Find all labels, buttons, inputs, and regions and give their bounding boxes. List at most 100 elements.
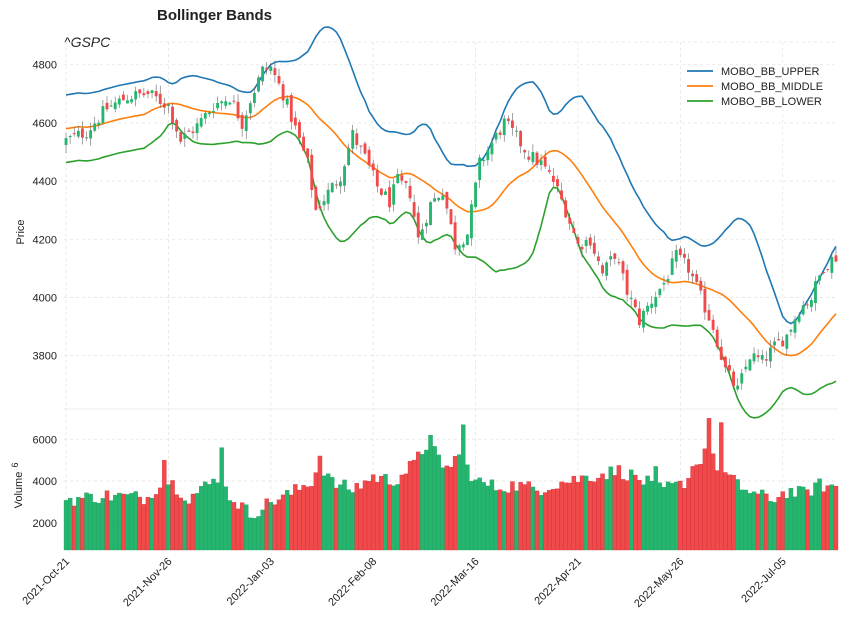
- volume-bar: [538, 494, 544, 551]
- volume-bar: [583, 475, 589, 551]
- volume-bar: [481, 482, 486, 551]
- candle-body: [126, 100, 129, 104]
- volume-bar: [248, 517, 253, 551]
- candle-body: [424, 222, 428, 227]
- candle-body: [359, 145, 363, 147]
- candle-body: [728, 365, 731, 371]
- candle-body: [797, 315, 801, 322]
- candle-body: [830, 257, 834, 273]
- candle-body: [756, 355, 760, 358]
- candle-body: [646, 305, 650, 312]
- candle-body: [764, 359, 768, 361]
- candle-body: [625, 269, 629, 295]
- candle-body: [310, 154, 314, 190]
- legend: MOBO_BB_UPPER MOBO_BB_MIDDLE MOBO_BB_LOWER: [687, 66, 823, 108]
- volume-bar: [723, 472, 728, 551]
- volume-bar: [518, 482, 523, 551]
- candle-body: [461, 244, 465, 248]
- candle-body: [719, 346, 723, 360]
- candle-body: [486, 150, 490, 161]
- volume-bar: [600, 473, 605, 551]
- volume-tick-label: 4000: [33, 476, 57, 488]
- volume-bar: [747, 493, 753, 551]
- volume-bar: [559, 481, 564, 551]
- volume-bar: [346, 489, 351, 551]
- candle-body: [818, 275, 822, 281]
- candle-body: [494, 132, 498, 140]
- volume-bar: [825, 485, 830, 551]
- legend-entry: MOBO_BB_UPPER: [721, 66, 819, 78]
- candle-body: [621, 261, 625, 274]
- candle-body: [265, 67, 269, 70]
- volume-bar: [563, 482, 568, 551]
- candle-body: [183, 133, 187, 139]
- candle-body: [416, 212, 420, 238]
- volume-bar: [620, 479, 626, 551]
- x-tick-label: 2021-Nov-26: [121, 556, 174, 609]
- volume-bar: [334, 487, 339, 551]
- candle-body: [592, 242, 596, 254]
- volume-bar: [714, 470, 720, 551]
- volume-bar: [366, 480, 372, 551]
- candle-body: [343, 166, 346, 186]
- volume-bar: [719, 422, 724, 551]
- volume-bar: [702, 448, 708, 551]
- volume-axis-label: Volume: [13, 472, 25, 509]
- volume-bar: [309, 486, 314, 551]
- volume-bar: [325, 473, 331, 551]
- candle-body: [609, 256, 613, 260]
- x-tick-label: 2022-Feb-08: [326, 556, 379, 609]
- volume-bar: [579, 475, 585, 551]
- volume-bar: [403, 473, 409, 551]
- candle-body: [322, 201, 326, 206]
- volume-bar: [788, 488, 794, 551]
- volume-bar: [665, 481, 671, 551]
- volume-bar: [186, 503, 192, 551]
- candle-body: [80, 128, 84, 138]
- volume-bar: [588, 480, 593, 551]
- volume-bar: [637, 479, 642, 551]
- volume-bar: [698, 464, 704, 551]
- volume-bars: [63, 418, 839, 551]
- candle-body: [154, 91, 158, 97]
- candle-body: [281, 84, 285, 101]
- volume-bar: [317, 455, 323, 551]
- candle-body: [531, 152, 535, 163]
- candle-body: [777, 339, 781, 341]
- volume-bar: [727, 474, 732, 551]
- candle-body: [121, 94, 125, 101]
- volume-bar: [108, 500, 114, 551]
- candle-body: [711, 319, 715, 330]
- volume-bar: [608, 466, 613, 551]
- candle-body: [289, 95, 293, 122]
- volume-bar: [121, 493, 126, 551]
- candle-body: [379, 188, 383, 195]
- candle-body: [740, 373, 744, 384]
- volume-bar: [137, 496, 142, 551]
- price-tick-label: 4200: [33, 234, 57, 246]
- candle-body: [515, 130, 518, 132]
- candle-body: [498, 132, 502, 135]
- candle-body: [482, 159, 486, 162]
- volume-bar: [264, 498, 269, 551]
- volume-bar: [555, 488, 560, 551]
- candle-body: [240, 114, 244, 129]
- volume-bar: [416, 451, 421, 551]
- candle-body: [117, 98, 121, 105]
- volume-bar: [780, 491, 785, 551]
- candle-body: [723, 356, 727, 368]
- volume-bar: [174, 494, 179, 551]
- volume-bar: [751, 491, 757, 551]
- volume-bar: [244, 504, 249, 551]
- volume-bar: [604, 479, 609, 551]
- candle-body: [236, 101, 240, 119]
- candle-body: [789, 329, 793, 332]
- volume-bar: [129, 493, 134, 551]
- legend-entry: MOBO_BB_MIDDLE: [721, 81, 823, 93]
- volume-bar: [444, 465, 450, 551]
- candle-body: [596, 256, 600, 262]
- candle-body: [130, 99, 134, 103]
- volume-bar: [76, 497, 81, 551]
- volume-bar: [755, 493, 761, 551]
- candle-body: [662, 282, 666, 285]
